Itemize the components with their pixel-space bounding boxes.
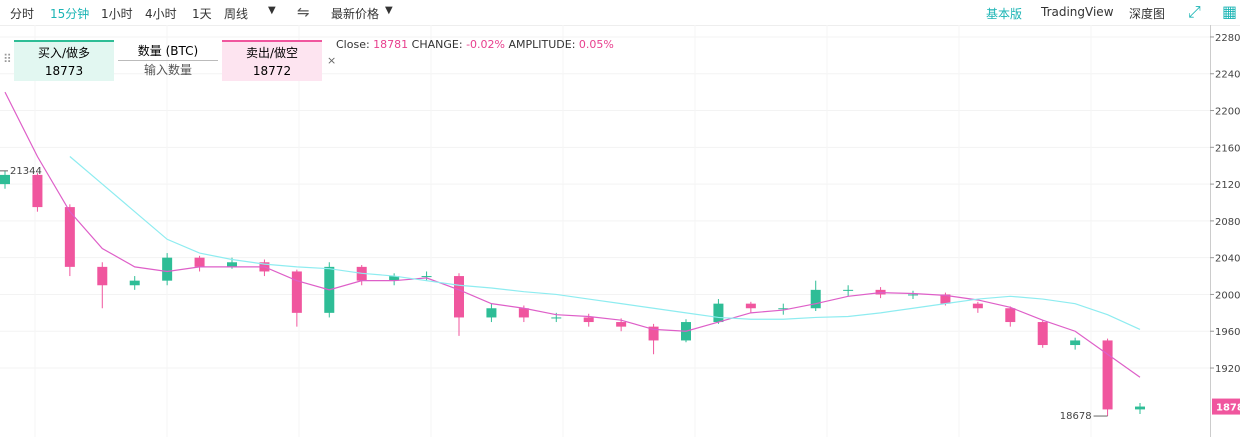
dropdown-arrow[interactable]: ▼ <box>268 5 276 16</box>
y-tick-label: 21200 <box>1215 180 1240 191</box>
candle-body <box>1070 340 1081 346</box>
candle-body <box>518 308 529 318</box>
drag-handle[interactable]: ⠿ <box>3 52 12 66</box>
candle-body <box>1135 406 1145 410</box>
candle-body <box>1037 322 1048 346</box>
y-tick-label: 22000 <box>1215 107 1240 118</box>
close-value: 18781 <box>373 38 409 51</box>
buy-price: 18773 <box>44 64 84 78</box>
candle-body <box>681 322 691 341</box>
buy-label: 买入/做多 <box>37 46 91 60</box>
candle-body <box>259 262 270 272</box>
candle-body <box>97 266 108 286</box>
buy-button[interactable]: 买入/做多 18773 <box>14 40 114 81</box>
fullscreen-icon[interactable]: ⤢ <box>1188 2 1201 21</box>
candle-body <box>227 262 237 267</box>
change-label: CHANGE: <box>411 38 463 51</box>
sell-price: 18772 <box>252 64 292 78</box>
amplitude-value: 0.05% <box>578 38 614 51</box>
candle-body <box>1005 308 1016 323</box>
view-tab[interactable]: 深度图 <box>1129 7 1166 21</box>
candle-body <box>745 303 756 309</box>
ma-line <box>69 156 1141 330</box>
last-price-badge <box>1212 398 1240 415</box>
interval[interactable]: 周线 <box>224 7 249 21</box>
candle-body <box>356 266 367 281</box>
interval[interactable]: 1天 <box>192 7 212 21</box>
high-label: 21344 <box>10 166 42 177</box>
candle-body <box>940 294 951 304</box>
last-price-label: 18781 <box>1216 403 1240 414</box>
toolbar: 分时 15分钟 1小时 4小时 1天 周线 ▼ ⇋ 最新价格 ▼ 基本版 Tra… <box>0 0 1240 25</box>
candle-body <box>908 294 918 296</box>
candle-body <box>648 326 659 341</box>
candle-body <box>324 266 335 313</box>
change-value: -0.02% <box>466 38 505 51</box>
y-tick-label: 19600 <box>1215 327 1240 338</box>
qty-label: 数量 (BTC) <box>118 42 218 61</box>
view-tab[interactable]: 基本版 <box>986 7 1023 21</box>
candle-body <box>713 303 724 323</box>
y-tick-label: 22400 <box>1215 70 1240 81</box>
candle-body <box>810 289 821 309</box>
price-type[interactable]: 最新价格 <box>331 7 380 21</box>
candle-body <box>421 276 432 278</box>
dropdown-arrow[interactable]: ▼ <box>385 5 393 16</box>
candle-body <box>616 322 627 327</box>
close-label: Close: <box>336 38 370 51</box>
candle-body <box>129 280 140 286</box>
candle-body <box>64 207 75 267</box>
candle-body <box>875 289 886 295</box>
y-tick-label: 20800 <box>1215 217 1240 228</box>
qty-input[interactable]: 输入数量 <box>143 63 192 77</box>
interval[interactable]: 4小时 <box>145 7 177 21</box>
y-tick-label: 20400 <box>1215 254 1240 265</box>
candle-body <box>551 317 562 319</box>
close-panel[interactable]: × <box>327 54 337 67</box>
candle-body <box>454 276 464 318</box>
candle-body <box>778 308 789 310</box>
interval[interactable]: 15分钟 <box>50 7 90 21</box>
y-tick-label: 21600 <box>1215 143 1240 154</box>
candle-body <box>583 317 594 323</box>
interval[interactable]: 分时 <box>10 7 35 21</box>
candle-body <box>843 289 854 291</box>
y-tick-label: 22800 <box>1215 33 1240 44</box>
stats: Close: 18781 CHANGE: -0.02% AMPLITUDE: 0… <box>336 38 614 51</box>
ma-line <box>4 91 1141 378</box>
settings-icon[interactable]: ⇋ <box>297 3 310 21</box>
candle-body <box>972 303 983 309</box>
sell-button[interactable]: 卖出/做空 18772 <box>222 40 322 81</box>
sell-label: 卖出/做空 <box>245 46 299 60</box>
candle-body <box>32 174 43 208</box>
candle-body <box>486 308 497 318</box>
low-label: 18678 <box>1060 411 1092 422</box>
y-tick-label: 20000 <box>1215 290 1240 301</box>
layout-icon[interactable]: ▦ <box>1222 2 1238 21</box>
y-tick-label: 19200 <box>1215 364 1240 375</box>
view-tab[interactable]: TradingView <box>1041 5 1114 19</box>
candle-body <box>194 257 205 267</box>
candle-body <box>1102 340 1113 410</box>
candle-body <box>291 271 302 313</box>
amplitude-label: AMPLITUDE: <box>508 38 576 51</box>
candle-body <box>162 257 173 281</box>
interval[interactable]: 1小时 <box>101 7 133 21</box>
qty-box: 数量 (BTC) 输入数量 <box>118 40 218 81</box>
candle-body <box>389 276 400 281</box>
candle-body <box>0 174 10 185</box>
